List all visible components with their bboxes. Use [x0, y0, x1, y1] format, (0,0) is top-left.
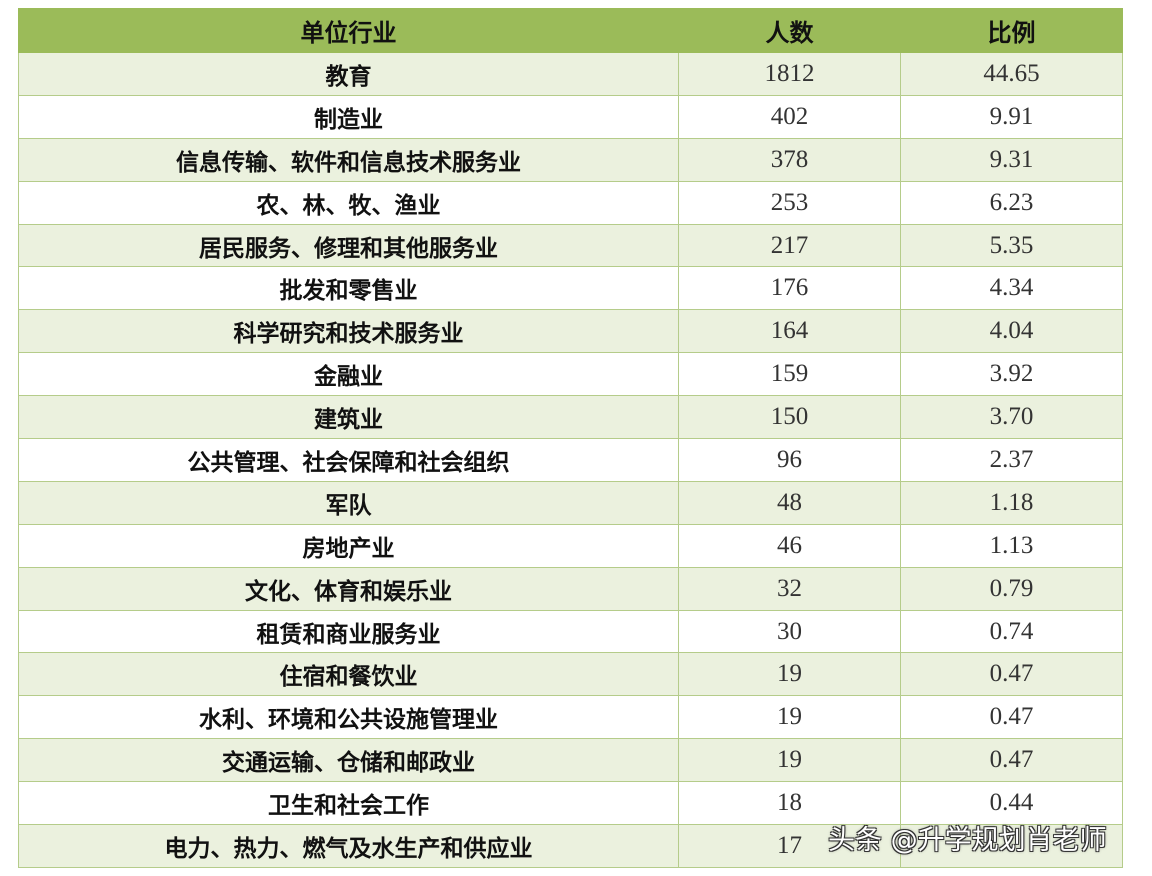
cell-ratio: 0.44 — [900, 781, 1123, 826]
table-row: 教育 1812 44.65 — [18, 52, 1123, 96]
cell-industry: 教育 — [18, 52, 679, 96]
cell-ratio: 0.47 — [900, 652, 1123, 697]
cell-count: 253 — [678, 180, 901, 225]
cell-count: 1812 — [678, 52, 901, 96]
cell-count: 30 — [678, 609, 901, 654]
cell-count: 48 — [678, 480, 901, 525]
cell-count: 176 — [678, 266, 901, 311]
header-industry: 单位行业 — [18, 8, 679, 53]
cell-industry: 居民服务、修理和其他服务业 — [18, 223, 679, 268]
cell-industry: 科学研究和技术服务业 — [18, 309, 679, 354]
cell-count: 17 — [678, 824, 901, 868]
header-count: 人数 — [678, 8, 901, 53]
cell-ratio: 9.91 — [900, 94, 1123, 139]
cell-industry: 公共管理、社会保障和社会组织 — [18, 438, 679, 482]
table-row: 批发和零售业 176 4.34 — [18, 266, 1123, 311]
cell-industry: 租赁和商业服务业 — [18, 609, 679, 654]
cell-ratio: 1.18 — [900, 480, 1123, 525]
cell-ratio: 0.74 — [900, 609, 1123, 654]
table-row: 农、林、牧、渔业 253 6.23 — [18, 180, 1123, 225]
table-row: 制造业 402 9.91 — [18, 94, 1123, 139]
cell-industry: 金融业 — [18, 352, 679, 397]
table-row: 居民服务、修理和其他服务业 217 5.35 — [18, 223, 1123, 268]
cell-count: 19 — [678, 652, 901, 697]
table-row: 电力、热力、燃气及水生产和供应业 17 — [18, 824, 1123, 868]
table-row: 信息传输、软件和信息技术服务业 378 9.31 — [18, 137, 1123, 182]
cell-count: 164 — [678, 309, 901, 354]
cell-count: 402 — [678, 94, 901, 139]
cell-industry: 电力、热力、燃气及水生产和供应业 — [18, 824, 679, 868]
table-row: 房地产业 46 1.13 — [18, 523, 1123, 568]
cell-industry: 信息传输、软件和信息技术服务业 — [18, 137, 679, 182]
header-ratio: 比例 — [900, 8, 1123, 53]
cell-ratio: 4.04 — [900, 309, 1123, 354]
industry-table: 单位行业 人数 比例 教育 1812 44.65 制造业 402 9.91 信息传输、软件和… — [18, 8, 1123, 868]
cell-industry: 农、林、牧、渔业 — [18, 180, 679, 225]
table-row: 金融业 159 3.92 — [18, 352, 1123, 397]
cell-ratio: 0.47 — [900, 695, 1123, 740]
table-row: 交通运输、仓储和邮政业 19 0.47 — [18, 738, 1123, 783]
cell-ratio: 0.79 — [900, 566, 1123, 611]
table-row: 卫生和社会工作 18 0.44 — [18, 781, 1123, 826]
cell-industry: 住宿和餐饮业 — [18, 652, 679, 697]
cell-count: 19 — [678, 695, 901, 740]
cell-count: 378 — [678, 137, 901, 182]
table-row: 文化、体育和娱乐业 32 0.79 — [18, 566, 1123, 611]
watermark: 头条 @升学规划肖老师 — [828, 825, 1107, 856]
cell-count: 32 — [678, 566, 901, 611]
cell-count: 217 — [678, 223, 901, 268]
cell-ratio: 5.35 — [900, 223, 1123, 268]
cell-ratio: 2.37 — [900, 438, 1123, 482]
cell-count: 96 — [678, 438, 901, 482]
cell-industry: 文化、体育和娱乐业 — [18, 566, 679, 611]
table-row: 住宿和餐饮业 19 0.47 — [18, 652, 1123, 697]
cell-count: 18 — [678, 781, 901, 826]
table-row: 科学研究和技术服务业 164 4.04 — [18, 309, 1123, 354]
table-header-row: 单位行业 人数 比例 — [18, 8, 1123, 53]
cell-ratio: 9.31 — [900, 137, 1123, 182]
cell-industry: 建筑业 — [18, 395, 679, 440]
cell-ratio: 1.13 — [900, 523, 1123, 568]
cell-ratio: 3.70 — [900, 395, 1123, 440]
cell-industry: 交通运输、仓储和邮政业 — [18, 738, 679, 783]
table-row: 公共管理、社会保障和社会组织 96 2.37 — [18, 438, 1123, 482]
cell-ratio: 3.92 — [900, 352, 1123, 397]
table-row: 水利、环境和公共设施管理业 19 0.47 — [18, 695, 1123, 740]
cell-ratio — [900, 824, 1123, 868]
cell-industry: 水利、环境和公共设施管理业 — [18, 695, 679, 740]
table-row: 租赁和商业服务业 30 0.74 — [18, 609, 1123, 654]
cell-ratio: 6.23 — [900, 180, 1123, 225]
cell-count: 46 — [678, 523, 901, 568]
cell-industry: 卫生和社会工作 — [18, 781, 679, 826]
table-row: 建筑业 150 3.70 — [18, 395, 1123, 440]
cell-count: 159 — [678, 352, 901, 397]
cell-ratio: 44.65 — [900, 52, 1123, 96]
cell-industry: 房地产业 — [18, 523, 679, 568]
cell-count: 150 — [678, 395, 901, 440]
table-row: 军队 48 1.18 — [18, 480, 1123, 525]
cell-industry: 制造业 — [18, 94, 679, 139]
cell-ratio: 0.47 — [900, 738, 1123, 783]
cell-industry: 批发和零售业 — [18, 266, 679, 311]
cell-count: 19 — [678, 738, 901, 783]
cell-ratio: 4.34 — [900, 266, 1123, 311]
cell-industry: 军队 — [18, 480, 679, 525]
